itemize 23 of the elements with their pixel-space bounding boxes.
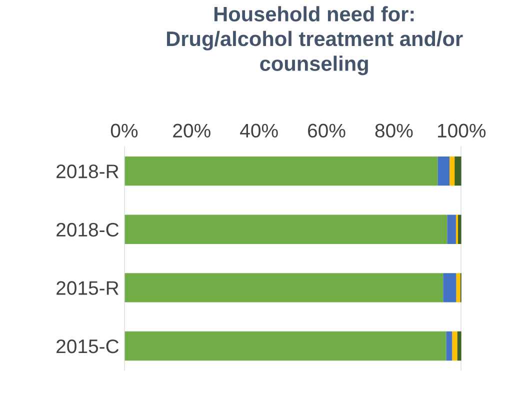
x-tick-label: 80% (375, 124, 413, 138)
x-tick-label: 100% (438, 124, 486, 138)
bar (447, 214, 456, 244)
x-tick-label: 0% (110, 124, 138, 138)
y-tick-label: 2018-R (56, 164, 118, 178)
chart-title: Household need for: Drug/alcohol treatment and/or counseling (167, 6, 463, 76)
x-tick-label: 20% (173, 124, 210, 138)
bar (443, 273, 456, 302)
bar (456, 273, 460, 302)
bar (438, 156, 450, 186)
bar (124, 156, 438, 186)
y-tick-label: 2015-R (56, 281, 118, 295)
x-tick-label: 60% (308, 124, 346, 138)
bar (124, 331, 446, 361)
y-tick-label: 2018-C (56, 222, 119, 237)
bar (450, 156, 455, 186)
bar (452, 331, 458, 361)
bar (124, 214, 448, 244)
bar (454, 156, 462, 186)
y-tick-label: 2015-C (56, 339, 119, 354)
x-tick-label: 40% (240, 124, 278, 138)
bar (124, 273, 444, 302)
bar (446, 331, 452, 361)
